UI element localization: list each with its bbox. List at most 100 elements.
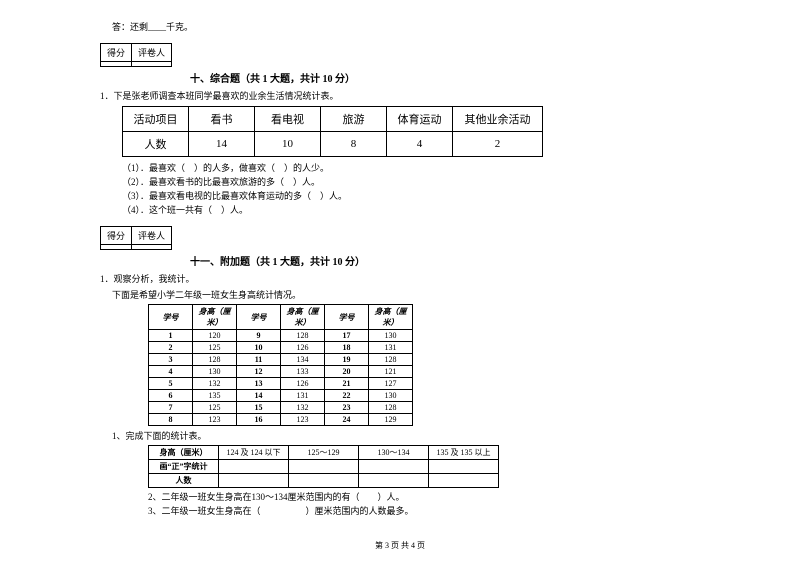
stats-cell: 128 bbox=[369, 402, 413, 414]
sub-q-4: （4）．这个班一共有（ ）人。 bbox=[122, 203, 700, 216]
stats-cell: 130 bbox=[369, 330, 413, 342]
activities-header-5: 其他业余活动 bbox=[453, 107, 543, 132]
stats-cell: 6 bbox=[149, 390, 193, 402]
stats-cell: 128 bbox=[193, 354, 237, 366]
stats-cell: 126 bbox=[281, 342, 325, 354]
stats-cell: 130 bbox=[369, 390, 413, 402]
stats-h: 学号 bbox=[237, 305, 281, 330]
table-row: 51321312621127 bbox=[149, 378, 413, 390]
tally-blank bbox=[429, 474, 499, 488]
stats-cell: 4 bbox=[149, 366, 193, 378]
stats-cell: 13 bbox=[237, 378, 281, 390]
stats-cell: 19 bbox=[325, 354, 369, 366]
tally-col-3: 135 及 135 以上 bbox=[429, 446, 499, 460]
tally-col-1: 125～129 bbox=[289, 446, 359, 460]
stats-h: 身高（厘米） bbox=[281, 305, 325, 330]
activities-value-0: 14 bbox=[189, 132, 255, 157]
score-box-10: 得分 评卷人 bbox=[100, 43, 700, 67]
sub-q-3: （3）．最喜欢看电视的比最喜欢体育运动的多（ ）人。 bbox=[122, 189, 700, 202]
tally-r3: 人数 bbox=[149, 474, 219, 488]
stats-cell: 123 bbox=[193, 414, 237, 426]
sub-q-2b: 2、二年级一班女生身高在130～134厘米范围内的有（ ）人。 bbox=[148, 490, 700, 503]
reviewer-label: 评卷人 bbox=[132, 227, 172, 245]
stats-cell: 23 bbox=[325, 402, 369, 414]
stats-cell: 20 bbox=[325, 366, 369, 378]
table-row: 人数 bbox=[149, 474, 499, 488]
tally-blank bbox=[359, 460, 429, 474]
table-row: 31281113419128 bbox=[149, 354, 413, 366]
tally-blank bbox=[219, 474, 289, 488]
table-row: 71251513223128 bbox=[149, 402, 413, 414]
score-label: 得分 bbox=[101, 227, 132, 245]
stats-cell: 9 bbox=[237, 330, 281, 342]
stats-h: 学号 bbox=[149, 305, 193, 330]
stats-cell: 131 bbox=[281, 390, 325, 402]
score-box-11: 得分 评卷人 bbox=[100, 226, 700, 250]
stats-cell: 135 bbox=[193, 390, 237, 402]
sub-q-2: （2）．最喜欢看书的比最喜欢旅游的多（ ）人。 bbox=[122, 175, 700, 188]
table-row: 人数 14 10 8 4 2 bbox=[123, 132, 543, 157]
table-row: 学号 身高（厘米） 学号 身高（厘米） 学号 身高（厘米） bbox=[149, 305, 413, 330]
tally-blank bbox=[289, 474, 359, 488]
stats-cell: 8 bbox=[149, 414, 193, 426]
stats-h: 身高（厘米） bbox=[369, 305, 413, 330]
activities-header-0: 活动项目 bbox=[123, 107, 189, 132]
table-row: 画“正”字统计 bbox=[149, 460, 499, 474]
stats-cell: 18 bbox=[325, 342, 369, 354]
table-row: 81231612324129 bbox=[149, 414, 413, 426]
stats-cell: 21 bbox=[325, 378, 369, 390]
stats-cell: 10 bbox=[237, 342, 281, 354]
stats-cell: 128 bbox=[281, 330, 325, 342]
stats-cell: 134 bbox=[281, 354, 325, 366]
stats-cell: 131 bbox=[369, 342, 413, 354]
stats-cell: 7 bbox=[149, 402, 193, 414]
activities-header-3: 旅游 bbox=[321, 107, 387, 132]
stats-cell: 120 bbox=[193, 330, 237, 342]
stats-cell: 133 bbox=[281, 366, 325, 378]
activities-header-4: 体育运动 bbox=[387, 107, 453, 132]
section-11: 得分 评卷人 十一、附加题（共 1 大题，共计 10 分） 1．观察分析，我统计… bbox=[100, 226, 700, 517]
stats-cell: 14 bbox=[237, 390, 281, 402]
table-row: 61351413122130 bbox=[149, 390, 413, 402]
activities-value-4: 2 bbox=[453, 132, 543, 157]
height-stats-table: 学号 身高（厘米） 学号 身高（厘米） 学号 身高（厘米） 1120912817… bbox=[148, 304, 413, 426]
stats-cell: 12 bbox=[237, 366, 281, 378]
section-10-intro: 1．下是张老师调查本班同学最喜欢的业余生活情况统计表。 bbox=[100, 89, 700, 102]
stats-cell: 3 bbox=[149, 354, 193, 366]
stats-cell: 127 bbox=[369, 378, 413, 390]
table-row: 1120912817130 bbox=[149, 330, 413, 342]
activities-value-3: 4 bbox=[387, 132, 453, 157]
tally-col-0: 124 及 124 以下 bbox=[219, 446, 289, 460]
stats-cell: 132 bbox=[281, 402, 325, 414]
tally-intro: 1、完成下面的统计表。 bbox=[112, 429, 700, 442]
activities-table: 活动项目 看书 看电视 旅游 体育运动 其他业余活动 人数 14 10 8 4 … bbox=[122, 106, 543, 157]
tally-blank bbox=[429, 460, 499, 474]
stats-cell: 22 bbox=[325, 390, 369, 402]
tally-table: 身高（厘米） 124 及 124 以下 125～129 130～134 135 … bbox=[148, 445, 499, 488]
table-row: 活动项目 看书 看电视 旅游 体育运动 其他业余活动 bbox=[123, 107, 543, 132]
stats-cell: 24 bbox=[325, 414, 369, 426]
activities-value-2: 8 bbox=[321, 132, 387, 157]
section-10: 得分 评卷人 十、综合题（共 1 大题，共计 10 分） 1．下是张老师调查本班… bbox=[100, 43, 700, 216]
stats-cell: 5 bbox=[149, 378, 193, 390]
section-11-intro2: 下面是希望小学二年级一班女生身高统计情况。 bbox=[112, 288, 700, 301]
stats-cell: 132 bbox=[193, 378, 237, 390]
stats-cell: 121 bbox=[369, 366, 413, 378]
activities-value-1: 10 bbox=[255, 132, 321, 157]
score-label: 得分 bbox=[101, 44, 132, 62]
stats-cell: 17 bbox=[325, 330, 369, 342]
page-footer: 第 3 页 共 4 页 bbox=[0, 540, 800, 551]
stats-cell: 125 bbox=[193, 402, 237, 414]
table-row: 身高（厘米） 124 及 124 以下 125～129 130～134 135 … bbox=[149, 446, 499, 460]
stats-h: 身高（厘米） bbox=[193, 305, 237, 330]
tally-h1: 身高（厘米） bbox=[149, 446, 219, 460]
stats-cell: 15 bbox=[237, 402, 281, 414]
stats-cell: 11 bbox=[237, 354, 281, 366]
tally-r2: 画“正”字统计 bbox=[149, 460, 219, 474]
section-11-intro1: 1．观察分析，我统计。 bbox=[100, 272, 700, 285]
reviewer-blank bbox=[132, 245, 172, 250]
stats-cell: 129 bbox=[369, 414, 413, 426]
table-row: 41301213320121 bbox=[149, 366, 413, 378]
stats-cell: 16 bbox=[237, 414, 281, 426]
stats-cell: 128 bbox=[369, 354, 413, 366]
